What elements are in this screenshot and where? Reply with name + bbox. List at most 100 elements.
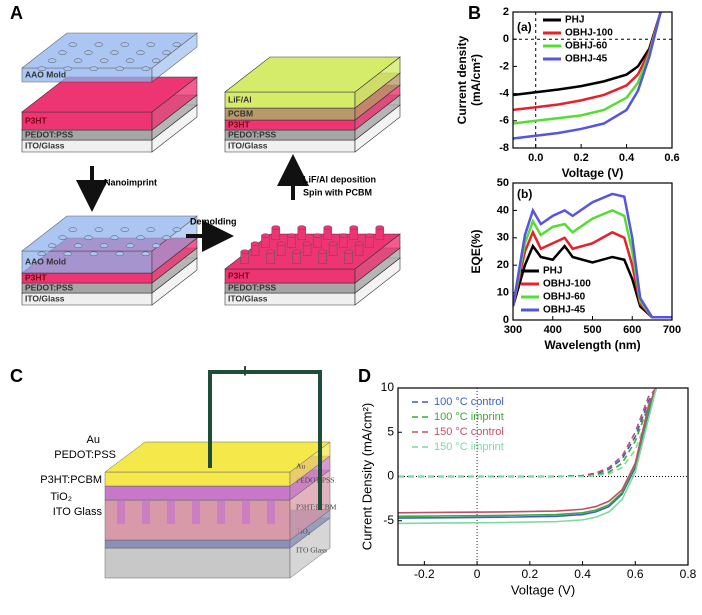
layer-label: P3HT bbox=[228, 119, 251, 129]
plot-lines bbox=[398, 388, 658, 525]
layer-label: PCBM bbox=[228, 108, 253, 118]
annotation: (b) bbox=[517, 187, 532, 201]
layer-front bbox=[104, 539, 291, 549]
pillar-top bbox=[136, 50, 145, 55]
side-label: TiO₂ bbox=[50, 491, 72, 503]
series-line bbox=[513, 12, 662, 125]
panel-label: A bbox=[10, 3, 23, 23]
annotation: (a) bbox=[517, 20, 532, 34]
plot-lines bbox=[513, 192, 672, 319]
plot-lines bbox=[513, 12, 662, 140]
x-tick-label: 0.2 bbox=[573, 152, 588, 164]
pillar-top bbox=[94, 227, 104, 232]
legend-label: PHJ bbox=[565, 15, 584, 26]
layer-top bbox=[104, 441, 331, 473]
pillar-top bbox=[47, 243, 57, 248]
plot-frame bbox=[512, 182, 673, 321]
series-line bbox=[513, 12, 662, 97]
pillar-top bbox=[302, 241, 312, 246]
legend-label: 150 °C imprint bbox=[434, 441, 504, 453]
legend-label: 100 °C control bbox=[434, 396, 504, 408]
legend-label: OBHJ-60 bbox=[565, 41, 608, 52]
pillar-top bbox=[349, 225, 359, 230]
pillar-top bbox=[47, 58, 57, 63]
pillar-top bbox=[287, 233, 296, 238]
pillar-top bbox=[136, 235, 145, 240]
x-axis-label: Voltage (V) bbox=[511, 582, 575, 597]
y-tick-label: 10 bbox=[381, 380, 395, 394]
series-line bbox=[398, 388, 658, 514]
x-axis-label: Voltage (V) bbox=[562, 166, 624, 180]
pillar-top bbox=[125, 58, 135, 63]
pillar-top bbox=[146, 42, 156, 47]
series-line bbox=[513, 243, 672, 319]
pillar-top bbox=[261, 233, 270, 238]
terminal: - bbox=[282, 361, 288, 381]
layer-label: P3HT bbox=[228, 270, 251, 280]
x-tick-label: 0.0 bbox=[528, 152, 543, 164]
pillar-top bbox=[58, 235, 67, 240]
layer-front bbox=[104, 485, 291, 501]
layer-label: ITO/Glass bbox=[228, 140, 268, 150]
pillar-top bbox=[162, 50, 171, 55]
panel-label: D bbox=[358, 366, 371, 386]
pillar-top bbox=[89, 251, 98, 256]
pillar-top bbox=[146, 227, 156, 232]
layer-top bbox=[21, 76, 198, 113]
face-label: ITO Glass bbox=[296, 546, 327, 555]
pillar-top bbox=[250, 241, 260, 246]
x-tick-label: 0 bbox=[474, 567, 481, 581]
panel-label: B bbox=[468, 3, 481, 23]
y-tick-label: 10 bbox=[497, 287, 509, 299]
pillar bbox=[217, 500, 225, 524]
pillar-top bbox=[365, 233, 374, 238]
x-tick-label: 700 bbox=[663, 324, 681, 336]
y-axis-label: Current density bbox=[455, 35, 469, 124]
pillar-top bbox=[84, 50, 93, 55]
side-label: P3HT:PCBM bbox=[40, 474, 102, 486]
series-line bbox=[398, 388, 658, 478]
circuit bbox=[208, 370, 322, 510]
pillar-top bbox=[313, 233, 322, 238]
layer-top bbox=[224, 56, 401, 93]
pillar-top bbox=[297, 225, 307, 230]
pillar-top bbox=[344, 249, 353, 254]
pillar-top bbox=[68, 227, 78, 232]
series-line bbox=[513, 12, 662, 112]
pillar-top bbox=[63, 251, 72, 256]
series-line bbox=[398, 388, 658, 478]
pillar bbox=[142, 500, 150, 524]
y-axis-label: Current Density (mA/cm²) bbox=[359, 403, 374, 550]
y-tick-label: 0 bbox=[503, 33, 509, 45]
y-tick-label: 5 bbox=[387, 424, 394, 438]
pillar-top bbox=[120, 227, 130, 232]
series-line bbox=[398, 388, 658, 525]
x-tick-label: 500 bbox=[583, 324, 601, 336]
y-tick-label: -6 bbox=[499, 115, 509, 127]
pillar-top bbox=[110, 235, 119, 240]
layer-label: PEDOT:PSS bbox=[25, 282, 74, 292]
x-tick-label: 0.4 bbox=[574, 567, 591, 581]
pillar-top bbox=[73, 243, 83, 248]
legend-label: PHJ bbox=[543, 266, 562, 277]
legend-label: 100 °C imprint bbox=[434, 411, 504, 423]
pillar-top bbox=[68, 42, 78, 47]
pillar-top bbox=[37, 66, 46, 71]
legend-label: 150 °C control bbox=[434, 426, 504, 438]
pillar-top bbox=[151, 58, 161, 63]
pillar-top bbox=[151, 243, 161, 248]
x-tick-label: 400 bbox=[544, 324, 562, 336]
x-tick-label: 600 bbox=[623, 324, 641, 336]
layer-label: AAO Mold bbox=[25, 69, 66, 79]
series-line bbox=[513, 229, 672, 319]
y-tick-label: 20 bbox=[497, 259, 509, 271]
layer bbox=[21, 76, 198, 131]
layer-label: PEDOT:PSS bbox=[25, 129, 74, 139]
pillar-top bbox=[141, 251, 150, 256]
series-line bbox=[513, 12, 662, 140]
layer-front bbox=[104, 547, 291, 579]
arrow-label: Nanoimprint bbox=[104, 177, 157, 187]
face-label: P3HT:PCBM bbox=[296, 503, 337, 512]
layer-front bbox=[104, 471, 291, 487]
y-tick-label: -5 bbox=[383, 513, 394, 527]
